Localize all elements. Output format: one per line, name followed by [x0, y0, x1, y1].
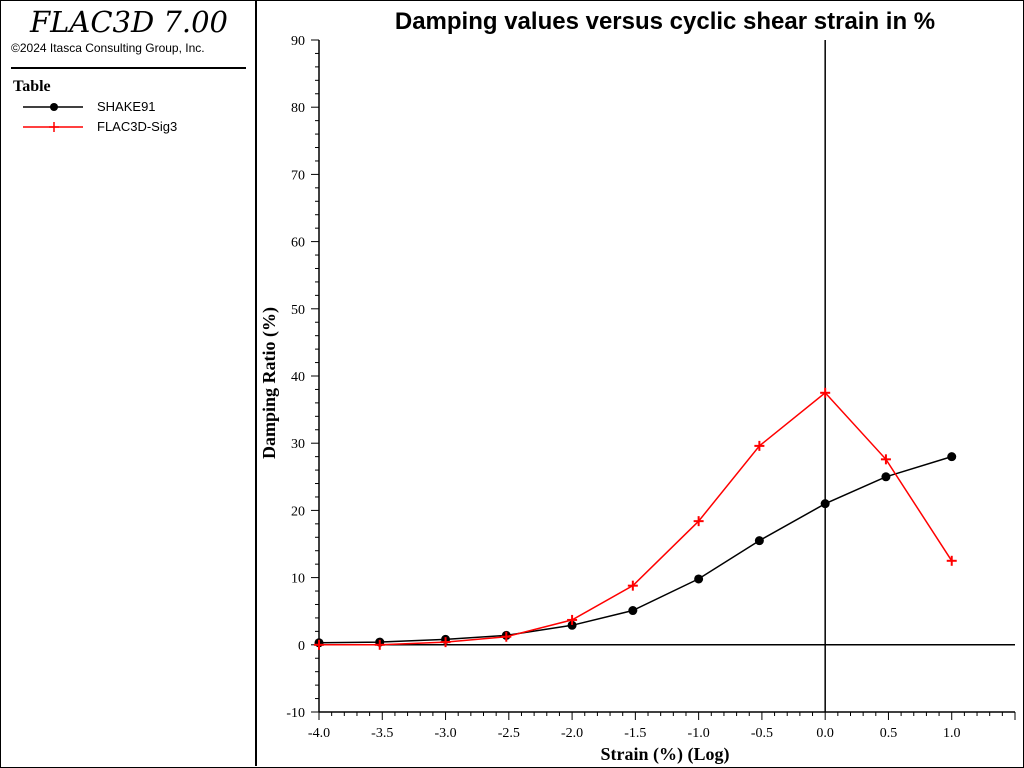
x-tick-label: -4.0: [308, 726, 330, 741]
series-line-shake91: [318, 455, 952, 644]
y-tick-label: 10: [291, 572, 305, 587]
chart-title: Damping values versus cyclic shear strai…: [394, 8, 936, 35]
circle-marker-icon: [23, 103, 83, 111]
x-tick-label: 0.0: [816, 726, 834, 741]
data-point-flac3d-sig3: [754, 440, 765, 451]
x-tick-label: -2.5: [498, 726, 520, 741]
y-tick-label: 50: [291, 303, 305, 318]
y-tick-label: 70: [291, 168, 305, 183]
data-point-flac3d-sig3: [374, 639, 385, 650]
x-tick-label: -3.5: [371, 726, 393, 741]
y-tick-label: 80: [291, 101, 305, 116]
plus-marker-icon: [23, 122, 83, 132]
data-point-flac3d-sig3: [627, 580, 638, 591]
app-title: FLAC3D 7.00: [30, 5, 229, 39]
legend-label-flac3d-sig3: FLAC3D-Sig3: [97, 119, 178, 134]
x-tick-label: -3.0: [434, 726, 456, 741]
y-axis-label: Damping Ratio (%): [259, 307, 280, 459]
data-point-flac3d-sig3: [567, 614, 578, 625]
y-tick-label: 30: [291, 437, 305, 452]
data-point-flac3d-sig3: [820, 387, 831, 398]
y-tick-label: 20: [291, 504, 305, 519]
data-point-flac3d-sig3: [501, 631, 512, 642]
data-point-shake91: [567, 620, 577, 630]
y-tick-label: 40: [291, 370, 305, 385]
data-point-flac3d-sig3: [880, 454, 891, 465]
data-point-flac3d-sig3: [693, 516, 704, 527]
legend-label-shake91: SHAKE91: [97, 99, 156, 114]
data-point-shake91: [881, 472, 891, 482]
divider: [11, 67, 246, 69]
x-tick-label: 1.0: [943, 726, 961, 741]
copyright-text: ©2024 Itasca Consulting Group, Inc.: [11, 41, 205, 55]
data-point-shake91: [820, 499, 830, 509]
y-tick-label: 90: [291, 34, 305, 49]
y-tick-label: 60: [291, 236, 305, 251]
x-tick-label: -0.5: [751, 726, 773, 741]
data-point-flac3d-sig3: [946, 555, 957, 566]
y-tick-label: -10: [286, 706, 305, 721]
data-point-shake91: [628, 606, 638, 616]
info-panel: FLAC3D 7.00 ©2024 Itasca Consulting Grou…: [1, 1, 257, 766]
data-point-shake91: [694, 574, 704, 584]
x-tick-label: -1.0: [688, 726, 710, 741]
data-point-shake91: [754, 536, 764, 546]
data-point-shake91: [947, 452, 957, 462]
y-tick-label: 0: [298, 639, 305, 654]
x-tick-label: 0.5: [880, 726, 898, 741]
x-tick-label: -2.0: [561, 726, 583, 741]
legend-title: Table: [13, 78, 51, 95]
data-point-flac3d-sig3: [440, 637, 451, 648]
x-axis-label: Strain (%) (Log): [601, 744, 730, 765]
x-tick-label: -1.5: [624, 726, 646, 741]
data-point-flac3d-sig3: [314, 639, 324, 650]
